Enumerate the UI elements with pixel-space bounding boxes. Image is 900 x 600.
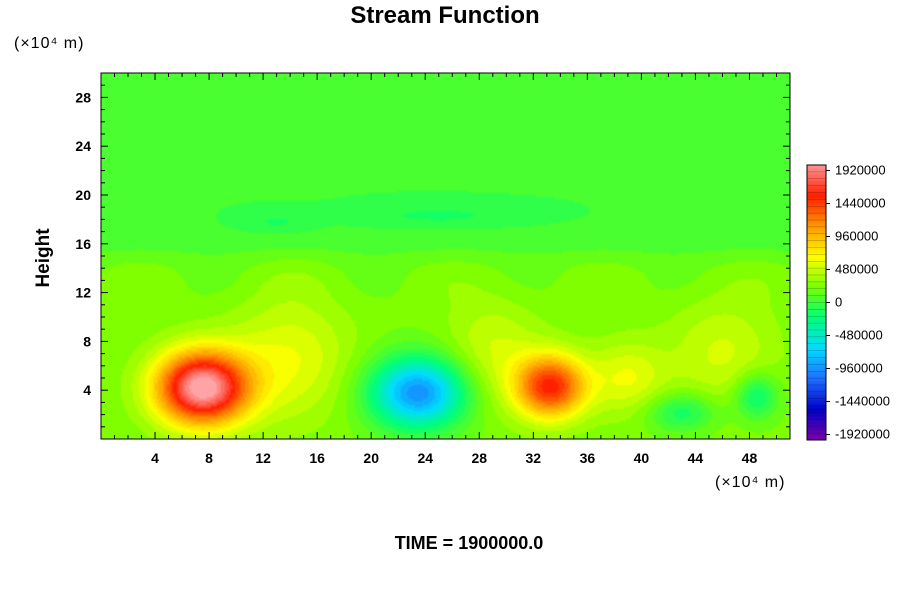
colorbar-tick-label: 1920000 bbox=[835, 163, 886, 178]
colorbar-contour-lines bbox=[807, 171, 826, 434]
colorbar-tick-label: -960000 bbox=[835, 361, 883, 376]
x-tick-label: 44 bbox=[688, 450, 704, 466]
colorbar-tick-label: 0 bbox=[835, 295, 842, 310]
x-tick-label: 40 bbox=[634, 450, 650, 466]
heatmap-field bbox=[101, 73, 790, 439]
y-tick-label: 12 bbox=[75, 285, 91, 301]
x-tick-label: 8 bbox=[205, 450, 213, 466]
chart-title: Stream Function bbox=[350, 2, 539, 29]
x-tick-label: 4 bbox=[151, 450, 159, 466]
time-annotation: TIME = 1900000.0 bbox=[395, 533, 544, 553]
x-tick-label: 12 bbox=[255, 450, 271, 466]
y-axis-ticks: 4 8 12 16 20 24 28 bbox=[75, 84, 790, 428]
y-tick-label: 16 bbox=[75, 236, 91, 252]
y-tick-label: 20 bbox=[75, 187, 91, 203]
colorbar-tick-label: -1440000 bbox=[835, 394, 890, 409]
y-axis-unit: (×10⁴ m) bbox=[14, 35, 84, 52]
y-tick-label: 24 bbox=[75, 138, 91, 154]
y-tick-label: 4 bbox=[83, 382, 91, 398]
colorbar-tick-label: -480000 bbox=[835, 328, 883, 343]
y-axis-label: Height bbox=[33, 228, 54, 288]
y-tick-label: 8 bbox=[83, 333, 91, 349]
x-tick-label: 48 bbox=[742, 450, 758, 466]
x-tick-label: 36 bbox=[580, 450, 596, 466]
x-tick-label: 24 bbox=[417, 450, 433, 466]
colorbar-tick-label: -1920000 bbox=[835, 427, 890, 442]
x-axis-unit: (×10⁴ m) bbox=[715, 474, 785, 491]
x-tick-label: 32 bbox=[526, 450, 542, 466]
colorbar-tick-label: 1440000 bbox=[835, 196, 886, 211]
x-tick-label: 28 bbox=[471, 450, 487, 466]
y-tick-label: 28 bbox=[75, 89, 91, 105]
x-tick-label: 20 bbox=[363, 450, 379, 466]
x-axis-ticks: 4 8 12 16 20 24 28 32 36 40 44 48 bbox=[114, 73, 777, 466]
colorbar-ticks: 1920000 1440000 960000 480000 0 -480000 -96000… bbox=[826, 163, 890, 442]
colorbar-tick-label: 480000 bbox=[835, 262, 878, 277]
x-tick-label: 16 bbox=[309, 450, 325, 466]
colorbar-tick-label: 960000 bbox=[835, 229, 878, 244]
